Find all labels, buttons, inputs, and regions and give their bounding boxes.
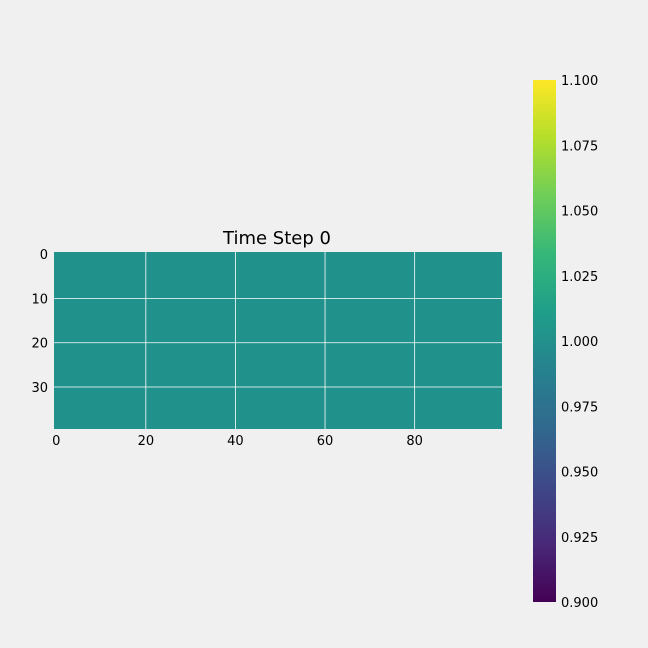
colorbar: 0.900 0.925 0.950 0.975 1.000 1.025 1.050 1.075… [533,74,598,611]
x-tick-label: 20 [138,434,155,449]
y-tick-label: 0 [40,248,48,263]
colorbar-ticks: 0.900 0.925 0.950 0.975 1.000 1.025 1.050 1.075… [561,74,598,611]
chart-title: Time Step 0 [222,228,331,249]
x-axis: 0 20 40 60 80 [52,434,423,449]
x-tick-label: 0 [52,434,60,449]
colorbar-tick-label: 0.900 [561,596,598,611]
colorbar-tick-label: 0.975 [561,400,598,415]
grid-lines [54,252,502,429]
y-tick-label: 20 [31,337,48,352]
y-tick-label: 10 [31,292,48,307]
colorbar-tick-label: 1.100 [561,74,598,89]
colorbar-gradient [533,80,556,602]
x-tick-label: 40 [227,434,244,449]
y-axis: 0 10 20 30 [31,248,48,396]
y-tick-label: 30 [31,381,48,396]
x-tick-label: 80 [406,434,423,449]
colorbar-tick-label: 1.000 [561,335,598,350]
colorbar-tick-label: 1.075 [561,139,598,154]
colorbar-tick-label: 0.950 [561,466,598,481]
x-tick-label: 60 [317,434,334,449]
colorbar-tick-label: 0.925 [561,531,598,546]
colorbar-tick-label: 1.050 [561,205,598,220]
colorbar-tick-label: 1.025 [561,270,598,285]
heatmap-image [54,252,502,429]
heatmap-plot-area [54,252,502,429]
